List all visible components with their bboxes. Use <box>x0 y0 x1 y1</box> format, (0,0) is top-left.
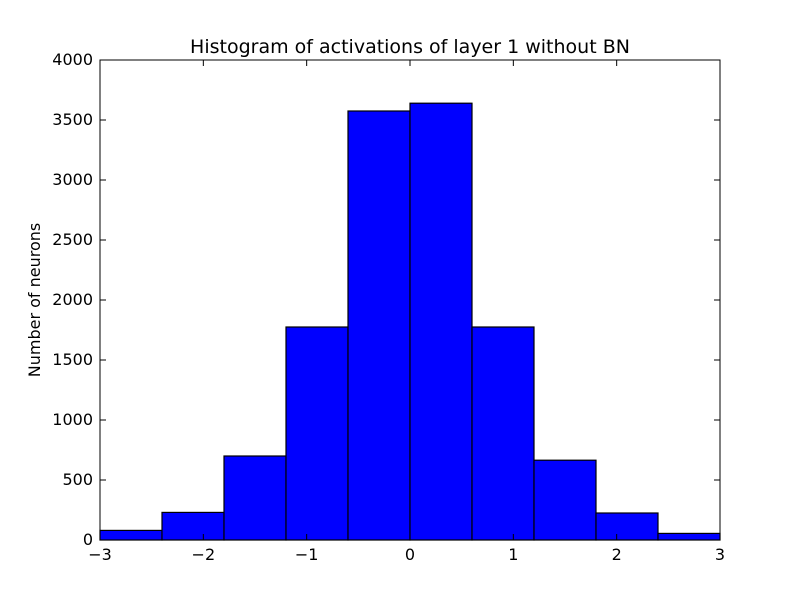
histogram-bar <box>409 102 473 541</box>
histogram-bar <box>533 459 597 541</box>
y-tick-label: 4000 <box>52 50 93 69</box>
x-tick-label: 1 <box>508 545 518 564</box>
x-tick-label: −3 <box>88 545 112 564</box>
histogram-bar <box>223 455 287 541</box>
plot-frame <box>99 59 721 541</box>
histogram-bar <box>99 529 163 541</box>
y-tick-label: 1500 <box>52 350 93 369</box>
histogram-bar <box>347 110 411 541</box>
y-tick-label: 500 <box>62 470 93 489</box>
y-tick-label: 2000 <box>52 290 93 309</box>
x-tick-label: 0 <box>405 545 415 564</box>
x-tick-label: −2 <box>192 545 216 564</box>
x-tick-label: 2 <box>612 545 622 564</box>
x-tick-label: −1 <box>295 545 319 564</box>
ticks-group: −3 −2 −1 0 1 2 3 0 500 1000 1500 2000 2500 3000 3500 40… <box>52 50 725 564</box>
y-tick-label: 1000 <box>52 410 93 429</box>
y-tick-label: 0 <box>83 530 93 549</box>
histogram-bar <box>161 511 225 541</box>
bars-group <box>99 102 721 541</box>
x-tick-label: 3 <box>715 545 725 564</box>
histogram-bar <box>657 532 721 541</box>
y-tick-label: 2500 <box>52 230 93 249</box>
histogram-bar <box>471 326 535 541</box>
histogram-bar <box>595 512 659 541</box>
histogram-bar <box>285 326 349 541</box>
y-tick-label: 3500 <box>52 110 93 129</box>
y-axis-label: Number of neurons <box>25 223 44 377</box>
y-tick-label: 3000 <box>52 170 93 189</box>
chart-title: Histogram of activations of layer 1 with… <box>190 36 630 58</box>
